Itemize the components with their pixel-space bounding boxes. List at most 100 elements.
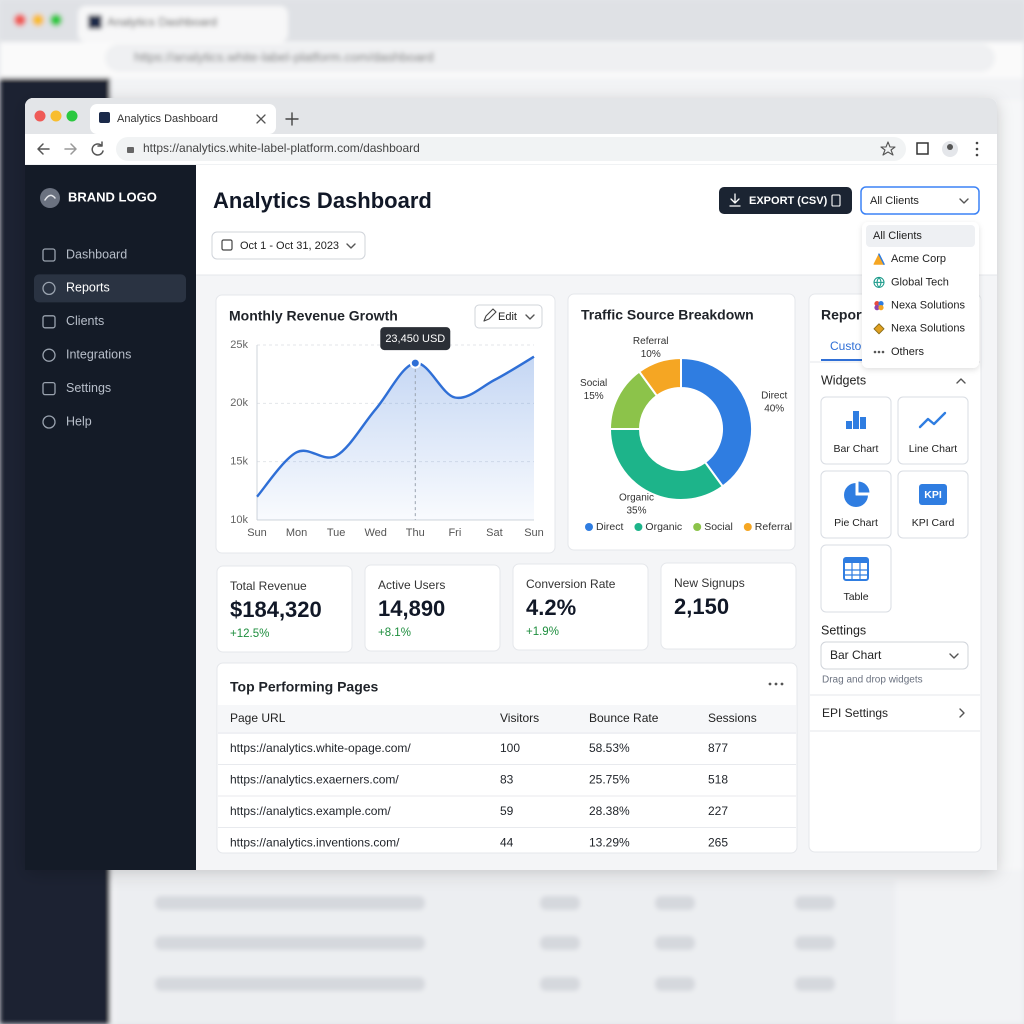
more-dot bbox=[774, 682, 778, 686]
kpi-label: Conversion Rate bbox=[526, 577, 616, 591]
new-tab-icon bbox=[285, 112, 299, 126]
chevron-right-icon bbox=[959, 708, 965, 718]
sidebar-toggle-icon bbox=[916, 142, 929, 155]
kpi-change: +1.9% bbox=[526, 626, 559, 638]
brand-logo-icon bbox=[40, 188, 60, 208]
settings-select[interactable] bbox=[820, 641, 969, 670]
widget-label: Table bbox=[843, 591, 868, 603]
nav-item[interactable]: Settings bbox=[66, 381, 111, 395]
tab-title: Analytics Dashboard bbox=[117, 113, 218, 125]
table-cell: https://analytics.white-opage.com/ bbox=[230, 741, 411, 755]
bg-row-bar bbox=[155, 936, 425, 950]
column-header: Bounce Rate bbox=[589, 711, 659, 725]
table-cell: https://analytics.inventions.com/ bbox=[230, 836, 400, 850]
widget-label: Pie Chart bbox=[834, 517, 878, 529]
forward-icon bbox=[64, 143, 77, 155]
export-label: EXPORT (CSV) bbox=[749, 195, 828, 207]
client-option[interactable]: Others bbox=[891, 346, 925, 358]
table-title: Top Performing Pages bbox=[230, 679, 379, 695]
x-tick-label: Sun bbox=[247, 527, 267, 539]
legend-label: Referral bbox=[755, 521, 792, 533]
chart-title: Traffic Source Breakdown bbox=[581, 307, 754, 323]
table-cell: 227 bbox=[708, 804, 728, 818]
panel-title: Report bbox=[821, 307, 866, 323]
nav-item[interactable]: Help bbox=[66, 414, 92, 428]
bg-right-panel bbox=[998, 100, 1024, 870]
x-tick-label: Fri bbox=[448, 527, 461, 539]
bg-row-bar bbox=[655, 936, 695, 950]
table-cell: 518 bbox=[708, 773, 728, 787]
nexa-icon bbox=[878, 305, 884, 311]
nav-icon bbox=[42, 281, 56, 296]
export-button[interactable] bbox=[719, 187, 852, 214]
nav-item[interactable]: Dashboard bbox=[66, 247, 127, 261]
widget-label: Bar Chart bbox=[834, 443, 879, 455]
nav-item[interactable]: Integrations bbox=[66, 347, 131, 361]
widget-tile[interactable] bbox=[897, 396, 969, 465]
table-cell: 28.38% bbox=[589, 804, 630, 818]
donut-segment bbox=[608, 428, 725, 501]
kpi-card bbox=[364, 564, 501, 652]
client-select[interactable] bbox=[860, 186, 980, 215]
lock-icon bbox=[127, 147, 134, 153]
kpi-label: Total Revenue bbox=[230, 579, 307, 593]
tab[interactable] bbox=[90, 104, 276, 134]
epi-settings[interactable]: EPI Settings bbox=[822, 706, 888, 720]
bg-row-bar bbox=[155, 977, 425, 991]
nav-icon bbox=[42, 415, 56, 429]
nav-icon bbox=[42, 381, 56, 396]
x-tick-label: Sun bbox=[524, 527, 544, 539]
nav-item[interactable]: Clients bbox=[66, 314, 104, 328]
client-option[interactable]: Nexa Solutions bbox=[891, 323, 965, 335]
table-header bbox=[218, 705, 796, 734]
calendar-icon bbox=[221, 239, 233, 251]
table-cell: 13.29% bbox=[589, 836, 630, 850]
bar-icon bbox=[846, 421, 852, 429]
date-picker[interactable] bbox=[211, 231, 366, 260]
menu-dot bbox=[975, 153, 979, 157]
bg-window-dot bbox=[32, 14, 44, 26]
url-bar[interactable] bbox=[116, 137, 906, 161]
client-option[interactable]: Global Tech bbox=[891, 276, 949, 288]
widget-tile[interactable] bbox=[820, 544, 892, 613]
chart-title: Monthly Revenue Growth bbox=[229, 308, 398, 324]
kpi-change: +12.5% bbox=[230, 628, 269, 640]
client-option[interactable]: Acme Corp bbox=[891, 253, 946, 265]
others-icon bbox=[881, 350, 885, 354]
page-title: Analytics Dashboard bbox=[213, 188, 432, 213]
nav-item[interactable]: Reports bbox=[66, 281, 110, 295]
y-tick-label: 10k bbox=[230, 514, 248, 526]
window-control bbox=[50, 110, 62, 122]
segment-value-label: 40% bbox=[764, 403, 784, 414]
bg-window-dot bbox=[50, 14, 62, 26]
kpi-card bbox=[660, 562, 797, 650]
chevron-icon bbox=[949, 653, 959, 659]
segment-label: Referral bbox=[633, 336, 669, 347]
others-icon bbox=[877, 350, 881, 354]
table-icon-grid bbox=[843, 562, 869, 581]
others-icon bbox=[873, 350, 877, 354]
nav-active-bg bbox=[34, 274, 186, 303]
y-tick-label: 25k bbox=[230, 339, 248, 351]
widget-tile[interactable] bbox=[820, 396, 892, 465]
bg-tab-icon bbox=[88, 15, 102, 29]
bg-url: https://analytics.white-label-platform.c… bbox=[134, 49, 434, 64]
table-cell: https://analytics.example.com/ bbox=[230, 804, 391, 818]
panel-tab[interactable]: Custo bbox=[830, 339, 862, 353]
brand-logo-mark bbox=[44, 194, 56, 201]
client-option[interactable]: All Clients bbox=[873, 230, 922, 242]
client-option[interactable]: Nexa Solutions bbox=[891, 300, 965, 312]
widget-label: Line Chart bbox=[909, 443, 958, 455]
x-tick-label: Mon bbox=[286, 527, 307, 539]
bg-row-bar bbox=[540, 977, 580, 991]
table-cell: 44 bbox=[500, 836, 514, 850]
bg-row-bar bbox=[540, 896, 580, 910]
more-dot bbox=[780, 682, 784, 686]
bg-tab-title: Analytics Dashboard bbox=[107, 15, 217, 29]
bg-window-dot bbox=[14, 14, 26, 26]
settings-select-value: Bar Chart bbox=[830, 648, 882, 662]
menu-dot bbox=[975, 141, 979, 145]
section-title: Widgets bbox=[821, 373, 866, 387]
profile-icon-head bbox=[947, 144, 953, 150]
nexa-icon bbox=[874, 301, 880, 307]
